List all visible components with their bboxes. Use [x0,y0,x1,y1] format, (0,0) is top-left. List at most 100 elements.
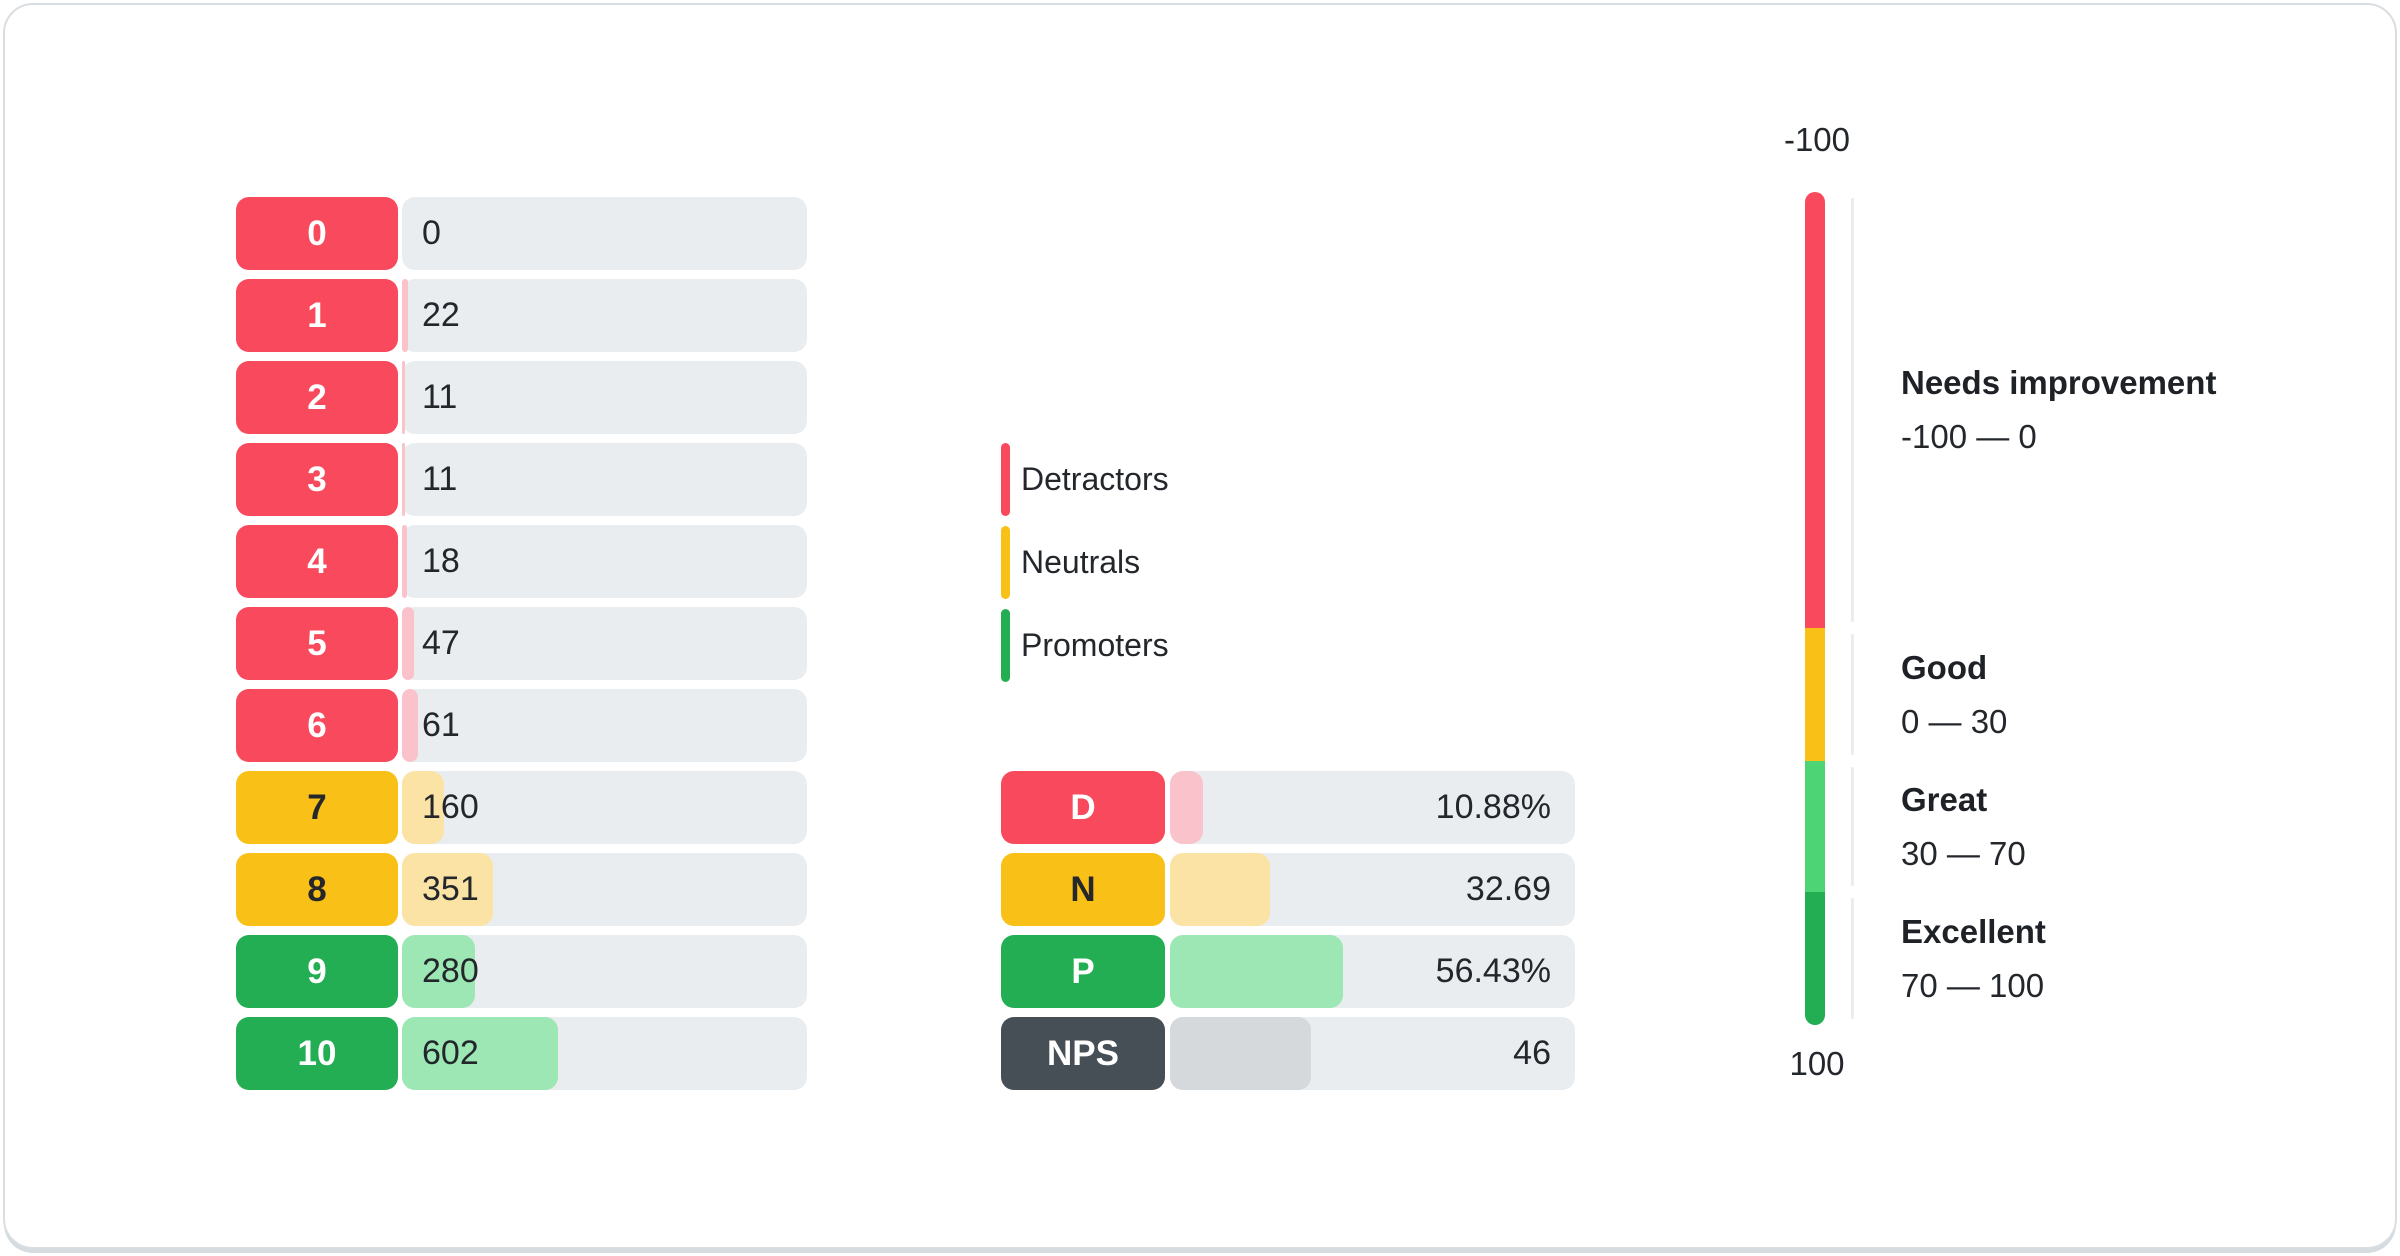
summary-row-p: P 56.43% [1001,935,1575,1008]
score-bar-track: 160 [402,771,807,844]
gauge-band-label: Great 30 — 70 [1901,781,2026,873]
report-card: 0 0 1 22 2 11 3 11 4 18 5 47 6 61 7 160 8 351 9 280 10 602 De… [3,3,2397,1249]
summary-row-d: D 10.88% [1001,771,1575,844]
gauge-line-segment [1851,767,1854,887]
score-count: 280 [422,952,479,990]
gauge-max-label: -100 [1783,121,1851,158]
nps-summary-chart: D 10.88% N 32.69 P 56.43% NPS 46 [1001,771,1575,1099]
legend-item-promoter[interactable]: Promoters [1001,609,1169,682]
score-bar-fill [402,607,415,680]
score-count: 61 [422,706,460,744]
score-row: 1 22 [236,279,807,352]
score-bar-track: 61 [402,689,807,762]
legend-swatch-promoter [1001,609,1010,682]
score-row: 9 280 [236,935,807,1008]
legend-label: Promoters [1021,627,1169,663]
legend-swatch-detractor [1001,443,1010,516]
summary-value: 32.69 [1465,870,1551,908]
score-label: 4 [236,525,398,598]
score-bar-track: 602 [402,1017,807,1090]
score-bar-fill [402,361,405,434]
gauge-band-label: Excellent 70 — 100 [1901,913,2046,1005]
summary-label: D [1001,771,1165,844]
score-distribution-chart: 0 0 1 22 2 11 3 11 4 18 5 47 6 61 7 160 8 351 9 280 10 602 [236,197,807,1099]
gauge-segment-4 [1805,892,1825,1025]
chart-legend: Detractors Neutrals Promoters [1001,443,1169,692]
gauge-line-segment [1851,898,1854,1019]
gauge-band-range: 70 — 100 [1901,966,2045,1004]
summary-value: 10.88% [1435,788,1551,826]
gauge-band-label: Needs improvement -100 — 0 [1901,364,2216,456]
score-label: 2 [236,361,398,434]
score-label: 9 [236,935,398,1008]
legend-item-detractor[interactable]: Detractors [1001,443,1169,516]
gauge-band-label: Good 0 — 30 [1901,649,2007,741]
score-label: 8 [236,853,398,926]
score-count: 18 [422,542,460,580]
summary-bar-track: 46 [1170,1017,1575,1090]
score-count: 47 [422,624,460,662]
score-row: 4 18 [236,525,807,598]
summary-row-n: N 32.69 [1001,853,1575,926]
score-bar-track: 0 [402,197,807,270]
score-bar-track: 11 [402,361,807,434]
score-label: 5 [236,607,398,680]
score-bar-track: 47 [402,607,807,680]
gauge-band-title: Great [1901,780,1988,818]
score-row: 6 61 [236,689,807,762]
gauge-min-label: 100 [1789,1045,1845,1082]
score-bar-track: 351 [402,853,807,926]
gauge-band-title: Excellent [1901,912,2046,950]
score-row: 3 11 [236,443,807,516]
score-bar-fill [402,771,444,844]
summary-bar-track: 56.43% [1170,935,1575,1008]
summary-row-nps: NPS 46 [1001,1017,1575,1090]
summary-bar-fill [1170,935,1343,1008]
gauge-segment-3 [1805,761,1825,893]
score-label: 3 [236,443,398,516]
score-bar-track: 22 [402,279,807,352]
score-count: 11 [422,460,458,498]
score-bar-fill [402,853,493,926]
score-count: 160 [422,788,479,826]
gauge-segment-2 [1805,627,1825,761]
gauge-band-title: Needs improvement [1901,363,2217,401]
summary-label: P [1001,935,1165,1008]
score-label: 7 [236,771,398,844]
score-bar-track: 18 [402,525,807,598]
score-count: 602 [422,1034,479,1072]
summary-value: 56.43% [1435,952,1551,990]
gauge-band-range: -100 — 0 [1901,417,2037,455]
gauge-bar [1805,192,1825,1025]
summary-bar-track: 10.88% [1170,771,1575,844]
summary-label: NPS [1001,1017,1165,1090]
score-row: 7 160 [236,771,807,844]
summary-bar-track: 32.69 [1170,853,1575,926]
score-row: 5 47 [236,607,807,680]
score-label: 10 [236,1017,398,1090]
score-count: 351 [422,870,479,908]
summary-label: N [1001,853,1165,926]
gauge-band-range: 0 — 30 [1901,702,2008,740]
summary-bar-fill [1170,1017,1311,1090]
gauge-line-segment [1851,198,1854,622]
summary-bar-fill [1170,853,1271,926]
gauge-line-segment [1851,633,1854,755]
summary-bar-fill [1170,771,1204,844]
score-label: 1 [236,279,398,352]
score-row: 2 11 [236,361,807,434]
gauge-band-title: Good [1901,648,1988,686]
score-bar-fill [402,935,475,1008]
score-bar-fill [402,1017,558,1090]
legend-item-neutral[interactable]: Neutrals [1001,526,1169,599]
score-bar-track: 280 [402,935,807,1008]
gauge-band-range: 30 — 70 [1901,834,2026,872]
score-label: 6 [236,689,398,762]
legend-label: Neutrals [1021,544,1141,580]
score-count: 0 [422,214,441,252]
gauge-segment-1 [1805,192,1825,628]
score-count: 22 [422,296,460,334]
score-bar-fill [402,525,407,598]
